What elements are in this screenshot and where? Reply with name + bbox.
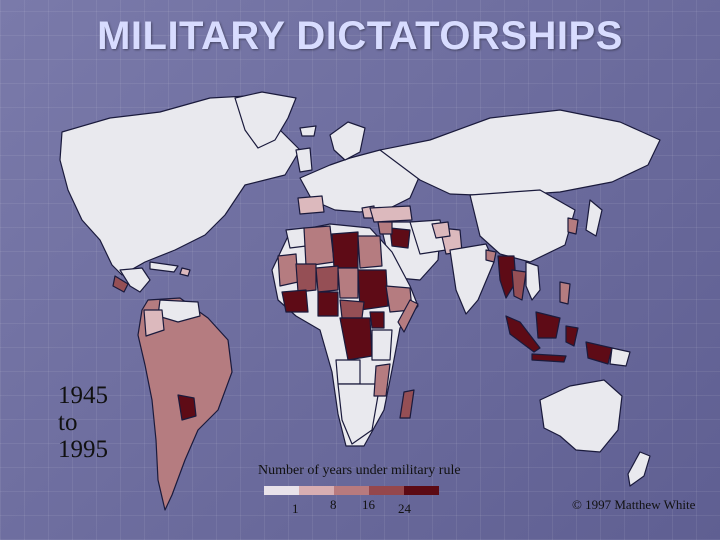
sudan — [357, 269, 389, 311]
legend-tick-8: 8 — [330, 497, 337, 512]
cuba — [149, 261, 179, 273]
sulawesi — [565, 325, 579, 347]
paraguay — [177, 394, 197, 421]
niger — [315, 265, 339, 293]
algeria — [303, 225, 335, 267]
legend-swatch-3 — [369, 486, 404, 495]
uganda — [369, 311, 385, 329]
guatemala-region — [112, 275, 129, 293]
uk — [295, 147, 313, 173]
tanzania-region — [371, 329, 393, 361]
legend-title: Number of years under military rule — [258, 463, 461, 478]
legend-tick-24: 24 — [398, 501, 411, 516]
new-guinea — [585, 341, 613, 365]
north-america — [59, 94, 301, 276]
slide-title: MILITARY DICTATORSHIPS — [97, 14, 623, 58]
india — [449, 243, 495, 315]
morocco — [285, 227, 307, 249]
mozambique — [373, 363, 391, 397]
madagascar — [399, 389, 415, 419]
iraq — [389, 227, 411, 249]
new-zealand — [627, 451, 651, 487]
bangladesh — [485, 249, 497, 263]
period-connector: to — [58, 409, 78, 436]
legend-bar — [264, 486, 439, 495]
iberia — [297, 195, 325, 215]
colombia-region — [143, 309, 165, 337]
west-africa — [281, 289, 309, 313]
legend-swatch-4 — [404, 486, 439, 495]
australia — [539, 379, 623, 453]
egypt — [357, 235, 383, 269]
borneo — [535, 311, 561, 339]
legend-swatch-1 — [299, 486, 334, 495]
russia — [379, 109, 661, 197]
java — [531, 353, 567, 363]
mali — [295, 263, 317, 293]
japan — [585, 199, 603, 237]
period-end: 1995 — [58, 436, 108, 463]
legend-swatch-0 — [264, 486, 299, 495]
mauritania — [277, 253, 299, 287]
copyright-notice: © 1997 Matthew White — [572, 497, 696, 512]
southern-africa — [337, 383, 381, 445]
png — [609, 347, 631, 367]
scandinavia — [329, 121, 366, 161]
libya — [331, 231, 359, 269]
afghanistan — [431, 221, 451, 239]
legend-tick-16: 16 — [362, 497, 375, 512]
vietnam — [525, 261, 541, 301]
legend-swatch-2 — [334, 486, 369, 495]
philippines — [559, 281, 571, 305]
greenland — [234, 91, 297, 149]
somalia — [397, 299, 419, 333]
car — [339, 299, 365, 319]
turkey — [369, 205, 413, 223]
haiti — [179, 267, 191, 277]
nigeria — [317, 291, 339, 317]
period-label: 1945 to 1995 — [58, 382, 108, 463]
syria — [377, 221, 393, 235]
period-start: 1945 — [58, 382, 108, 409]
thailand — [511, 269, 527, 301]
iceland — [299, 125, 317, 137]
angola — [335, 359, 361, 385]
sumatra — [505, 315, 541, 353]
china — [469, 189, 576, 263]
central-america — [119, 267, 151, 293]
legend-ticks: 1 8 16 24 — [264, 497, 439, 517]
legend-tick-1: 1 — [292, 501, 299, 516]
korea — [567, 217, 579, 235]
chad — [337, 267, 359, 299]
burma — [497, 255, 517, 299]
